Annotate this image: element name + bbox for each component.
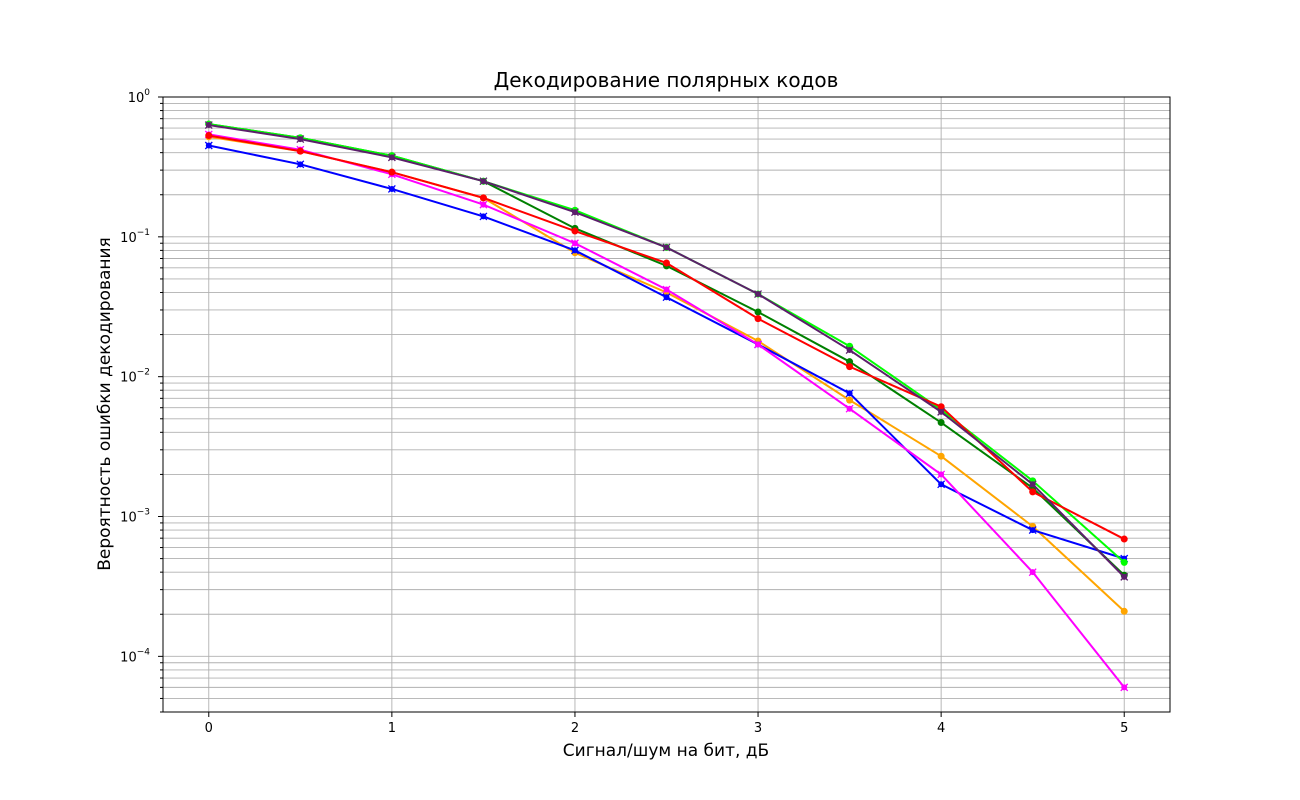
grid-lines [163,96,1170,713]
x-tick-label: 4 [937,721,945,736]
y-tick-base: 10 [120,231,137,246]
data-point [571,227,579,235]
data-point [754,315,762,323]
data-point [662,285,671,294]
data-point [388,168,396,176]
x-tick-label: 0 [205,721,213,736]
data-point [570,246,579,255]
data-point [296,160,305,169]
data-point [1120,558,1128,566]
y-tick-base: 10 [120,371,137,386]
y-tick-label: 100 [128,88,151,106]
data-point [754,308,762,316]
data-point [662,293,671,302]
data-point [387,184,396,193]
y-tick-label: 10−2 [120,368,150,386]
series-line-1 [208,135,1125,613]
data-point [570,208,579,217]
data-point [937,452,945,460]
data-point [387,153,396,162]
data-point [845,389,854,398]
data-point [479,200,488,209]
data-point [937,419,945,427]
data-point [937,407,946,416]
data-point [937,403,945,411]
data-point [937,470,946,479]
data-point [1120,535,1128,543]
data-point [1028,526,1037,535]
data-point [662,243,671,252]
x-tick-label: 1 [388,721,396,736]
y-tick-exponent: −1 [137,228,150,238]
data-point [479,194,487,202]
y-tick-exponent: −2 [137,368,150,378]
data-point [937,480,946,489]
x-tick-label: 3 [754,721,762,736]
series-line-5 [208,123,1125,564]
y-tick-exponent: −4 [137,647,151,657]
y-tick-base: 10 [120,511,137,526]
data-point [845,346,854,355]
x-axis-label: Сигнал/шум на бит, дБ [563,741,769,761]
y-tick-label: 10−3 [120,508,150,526]
data-point [845,404,854,413]
x-tick-label: 5 [1120,721,1128,736]
data-point [1028,480,1037,489]
data-point [1120,607,1128,615]
data-point [204,121,213,130]
data-point [1120,572,1129,581]
data-point [846,396,854,404]
data-point [570,239,579,248]
plot-frame [162,96,1171,713]
y-tick-exponent: 0 [144,88,150,98]
series-line-6 [208,134,1125,540]
data-point [479,212,488,221]
y-tick-base: 10 [128,91,145,106]
data-point [846,363,854,371]
data-point [296,135,305,144]
series-line-3 [208,133,1126,688]
data-point [754,290,763,298]
y-tick-label: 10−1 [120,228,150,246]
data-point [205,132,213,140]
data-series [204,120,1129,692]
y-tick-base: 10 [120,650,137,665]
y-tick-exponent: −3 [137,508,150,518]
data-point [204,141,213,150]
data-point [1120,683,1129,692]
data-point [846,358,854,366]
series-line-7 [208,124,1125,578]
x-tick-label: 2 [571,721,579,736]
chart-title: Декодирование полярных кодов [494,68,839,92]
data-point [1028,568,1037,577]
y-tick-label: 10−4 [120,647,150,665]
data-point [1029,488,1037,496]
data-point [479,177,488,186]
y-axis-label: Вероятность ошибки декодирования [95,237,115,571]
data-point [296,147,304,155]
data-point [754,340,763,349]
data-point [663,259,670,267]
series-line-2 [208,144,1125,560]
